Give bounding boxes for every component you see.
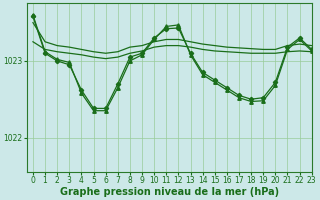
X-axis label: Graphe pression niveau de la mer (hPa): Graphe pression niveau de la mer (hPa)	[60, 187, 279, 197]
